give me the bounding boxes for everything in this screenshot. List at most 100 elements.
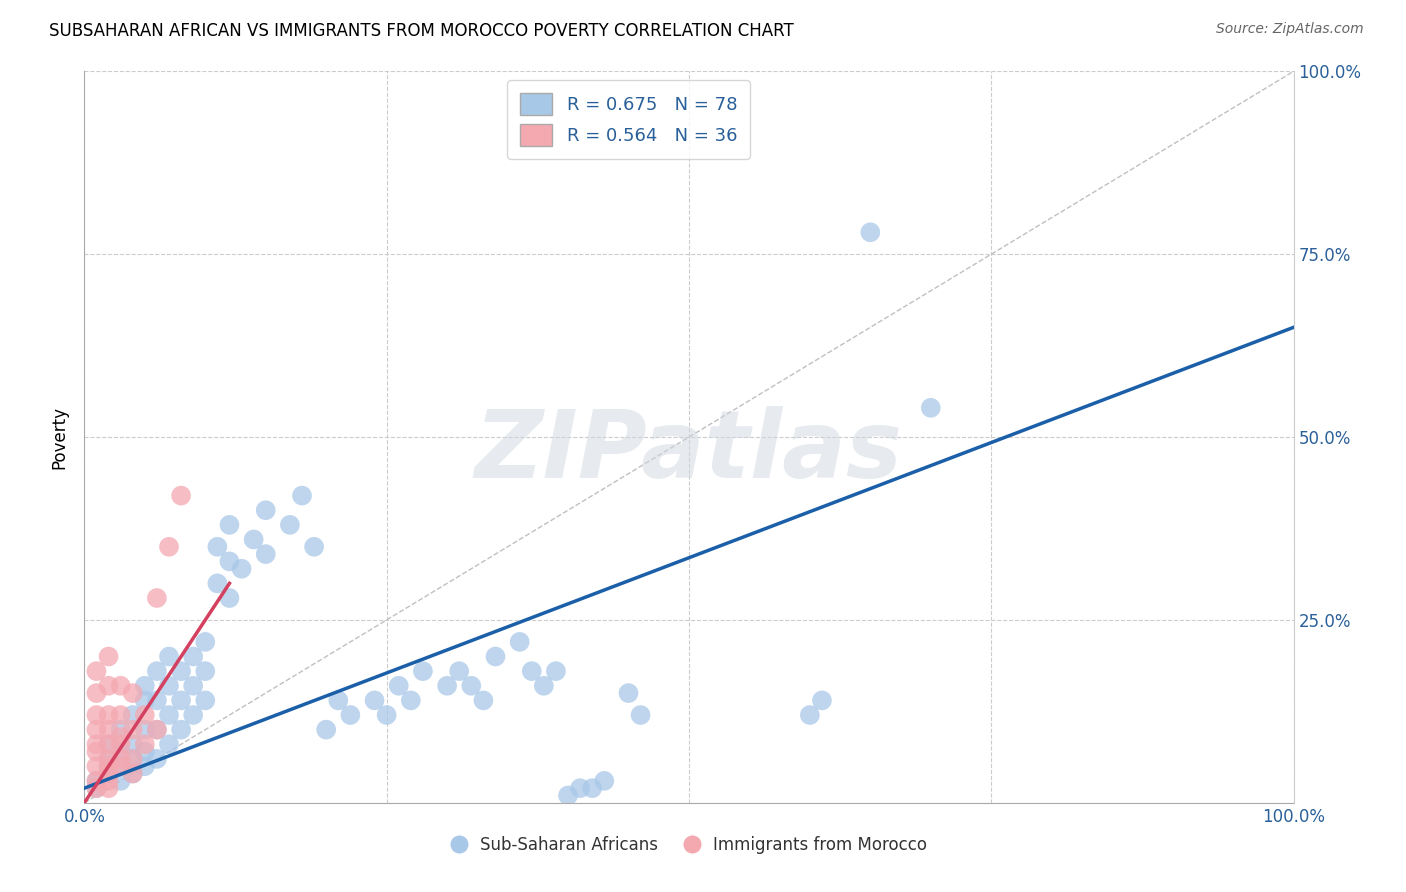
Point xyxy=(194,693,217,707)
Point xyxy=(617,686,640,700)
Text: SUBSAHARAN AFRICAN VS IMMIGRANTS FROM MOROCCO POVERTY CORRELATION CHART: SUBSAHARAN AFRICAN VS IMMIGRANTS FROM MO… xyxy=(49,22,794,40)
Text: ZIPatlas: ZIPatlas xyxy=(475,406,903,498)
Point xyxy=(315,723,337,737)
Point xyxy=(460,679,482,693)
Point xyxy=(110,723,132,737)
Point xyxy=(134,737,156,751)
Point xyxy=(146,723,169,737)
Point xyxy=(569,781,592,796)
Point xyxy=(97,759,120,773)
Point xyxy=(157,708,180,723)
Text: Source: ZipAtlas.com: Source: ZipAtlas.com xyxy=(1216,22,1364,37)
Point xyxy=(121,723,143,737)
Point xyxy=(121,752,143,766)
Point xyxy=(520,664,543,678)
Point xyxy=(110,759,132,773)
Point xyxy=(157,649,180,664)
Point xyxy=(170,489,193,503)
Y-axis label: Poverty: Poverty xyxy=(51,406,69,468)
Point xyxy=(121,752,143,766)
Point xyxy=(799,708,821,723)
Point xyxy=(388,679,411,693)
Point xyxy=(181,649,204,664)
Point xyxy=(97,723,120,737)
Legend: Sub-Saharan Africans, Immigrants from Morocco: Sub-Saharan Africans, Immigrants from Mo… xyxy=(444,829,934,860)
Point xyxy=(86,686,108,700)
Point xyxy=(581,781,603,796)
Point xyxy=(157,679,180,693)
Point xyxy=(449,664,471,678)
Point xyxy=(97,649,120,664)
Point xyxy=(97,766,120,780)
Point xyxy=(242,533,264,547)
Point xyxy=(146,693,169,707)
Point xyxy=(110,752,132,766)
Point xyxy=(218,554,240,568)
Point xyxy=(86,664,108,678)
Point xyxy=(110,679,132,693)
Point xyxy=(328,693,350,707)
Point xyxy=(375,708,398,723)
Point xyxy=(920,401,942,415)
Point xyxy=(134,708,156,723)
Point xyxy=(86,781,108,796)
Point xyxy=(97,781,120,796)
Point xyxy=(110,745,132,759)
Point xyxy=(97,737,120,751)
Point xyxy=(134,679,156,693)
Point xyxy=(339,708,361,723)
Point xyxy=(110,730,132,744)
Point xyxy=(811,693,834,707)
Point xyxy=(544,664,567,678)
Point xyxy=(97,752,120,766)
Point xyxy=(399,693,422,707)
Point xyxy=(472,693,495,707)
Point xyxy=(436,679,458,693)
Point xyxy=(593,773,616,788)
Point xyxy=(484,649,506,664)
Point xyxy=(630,708,652,723)
Point xyxy=(194,664,217,678)
Point xyxy=(86,745,108,759)
Point xyxy=(278,517,301,532)
Point xyxy=(170,664,193,678)
Point xyxy=(134,745,156,759)
Point xyxy=(110,737,132,751)
Point xyxy=(207,576,229,591)
Point xyxy=(86,773,108,788)
Point xyxy=(121,708,143,723)
Point xyxy=(412,664,434,678)
Point xyxy=(218,517,240,532)
Point xyxy=(194,635,217,649)
Point xyxy=(146,723,169,737)
Point xyxy=(121,766,143,780)
Point xyxy=(86,723,108,737)
Point xyxy=(134,723,156,737)
Point xyxy=(110,759,132,773)
Point xyxy=(97,737,120,751)
Point xyxy=(121,686,143,700)
Point xyxy=(86,759,108,773)
Point xyxy=(218,591,240,605)
Point xyxy=(859,225,882,239)
Point xyxy=(121,737,143,751)
Point xyxy=(157,737,180,751)
Point xyxy=(86,781,108,796)
Point xyxy=(181,708,204,723)
Point xyxy=(509,635,531,649)
Point xyxy=(97,766,120,780)
Point xyxy=(97,679,120,693)
Point xyxy=(86,737,108,751)
Point xyxy=(254,503,277,517)
Point xyxy=(121,766,143,780)
Point xyxy=(134,693,156,707)
Point xyxy=(110,773,132,788)
Point xyxy=(97,773,120,788)
Point xyxy=(557,789,579,803)
Point xyxy=(97,759,120,773)
Point xyxy=(146,591,169,605)
Point xyxy=(533,679,555,693)
Point xyxy=(146,664,169,678)
Point xyxy=(302,540,325,554)
Point xyxy=(110,708,132,723)
